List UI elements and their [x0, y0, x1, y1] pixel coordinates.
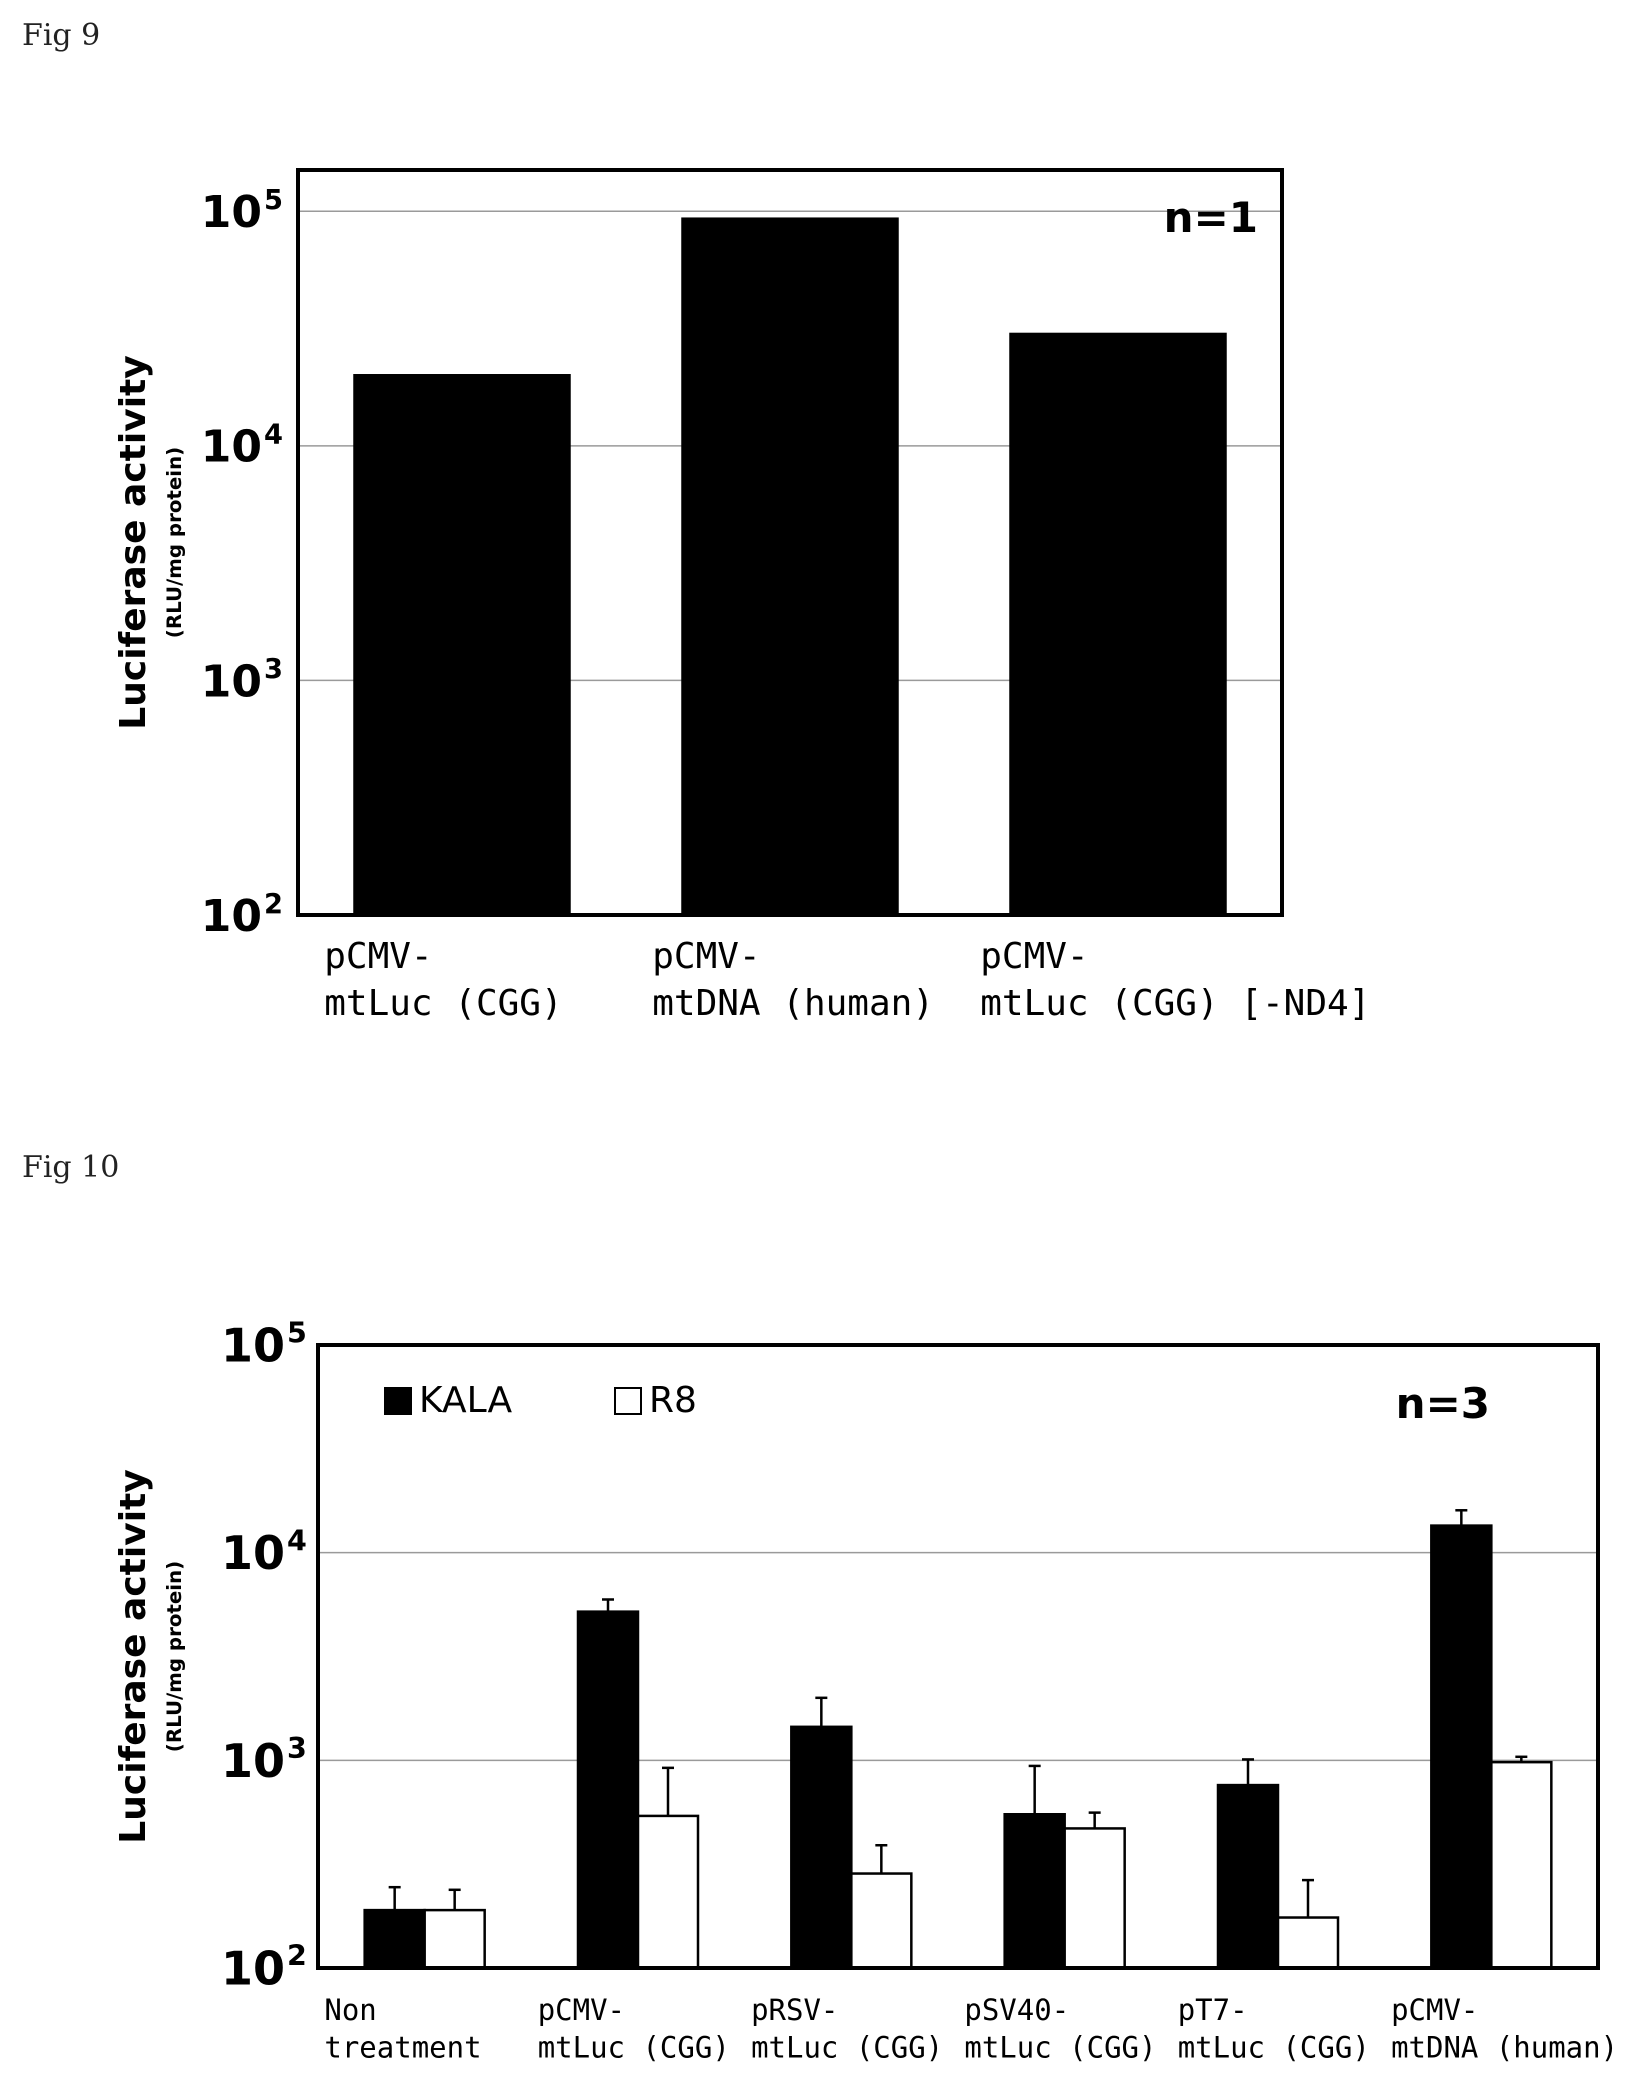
y-tick-label: 10 2	[201, 889, 283, 942]
bar	[423, 1908, 486, 1970]
y-tick-base: 10	[201, 422, 262, 473]
x-category-label: pCMV-	[652, 936, 760, 977]
y-tick-exponent: 4	[287, 1524, 307, 1557]
y-tick-base: 10	[201, 656, 262, 707]
x-category-label: treatment	[324, 2031, 481, 2065]
y-axis-title: Luciferase activity (RLU/mg protein)	[113, 1469, 186, 1843]
x-category-label: mtLuc (CGG)	[538, 2031, 730, 2065]
x-category-label: pCMV-	[324, 936, 432, 977]
plot-frame	[296, 168, 1284, 917]
bar	[576, 1610, 640, 1970]
x-category-label: pRSV-	[751, 1993, 838, 2027]
bar	[363, 1908, 426, 1970]
y-tick-exponent: 5	[264, 185, 283, 216]
y-axis-label: Luciferase activity	[113, 355, 154, 729]
x-category-label: mtDNA (human)	[652, 983, 934, 1024]
bar	[636, 1814, 700, 1970]
bar	[1216, 1783, 1280, 1970]
y-tick-label: 10 4	[221, 1524, 307, 1580]
y-tick-exponent: 2	[264, 889, 283, 920]
x-category-label: pT7-	[1178, 1993, 1248, 2027]
x-category-label: pCMV-	[1391, 1993, 1478, 2027]
x-category-label: pSV40-	[964, 1993, 1069, 2027]
y-tick-label: 10 5	[221, 1317, 307, 1373]
x-category-label: mtLuc (CGG)	[964, 2031, 1156, 2065]
bar	[1009, 332, 1227, 917]
y-tick-base: 10	[221, 1319, 285, 1373]
y-tick-label: 10 3	[221, 1732, 307, 1788]
y-tick-exponent: 4	[264, 420, 283, 451]
y-tick-label: 10 2	[221, 1940, 307, 1996]
y-axis-label: Luciferase activity	[113, 1469, 154, 1843]
sample-size-annotation: n=3	[1396, 1379, 1490, 1428]
bar	[1276, 1916, 1340, 1970]
legend-label: R8	[649, 1380, 697, 1421]
y-tick-exponent: 2	[287, 1940, 307, 1973]
x-category-label: pCMV-	[538, 1993, 625, 2027]
y-tick-base: 10	[221, 1942, 285, 1996]
y-axis-title: Luciferase activity (RLU/mg protein)	[113, 355, 186, 729]
plot-frame	[316, 1343, 1600, 1970]
figure-10-label: Fig 10	[22, 1150, 120, 1185]
legend-swatch	[614, 1387, 642, 1415]
y-tick-base: 10	[221, 1526, 285, 1580]
y-tick-base: 10	[221, 1734, 285, 1788]
bar	[790, 1725, 853, 1970]
y-axis-unit: (RLU/mg protein)	[163, 1561, 186, 1752]
sample-size-annotation: n=1	[1164, 193, 1258, 242]
bar	[1003, 1813, 1066, 1970]
x-category-label: mtLuc (CGG)	[1178, 2031, 1370, 2065]
legend-swatch	[384, 1387, 412, 1415]
legend-label: KALA	[419, 1380, 512, 1421]
bar	[850, 1872, 913, 1970]
y-tick-exponent: 3	[264, 654, 283, 685]
bar	[1430, 1524, 1493, 1970]
bar	[1063, 1827, 1126, 1970]
figure-9-label: Fig 9	[22, 18, 101, 53]
x-category-label: mtLuc (CGG)	[324, 983, 562, 1024]
y-axis-unit: (RLU/mg protein)	[163, 447, 186, 638]
x-category-label: pCMV-	[980, 936, 1088, 977]
x-category-label: Non	[324, 1993, 376, 2027]
x-category-label: mtDNA (human)	[1391, 2031, 1618, 2065]
y-tick-label: 10 5	[201, 185, 283, 238]
y-tick-base: 10	[201, 891, 262, 942]
x-category-label: mtLuc (CGG)	[751, 2031, 943, 2065]
y-tick-exponent: 3	[287, 1732, 307, 1765]
y-tick-label: 10 4	[201, 420, 283, 473]
y-tick-label: 10 3	[201, 654, 283, 707]
bar	[353, 374, 571, 917]
bar	[1490, 1760, 1553, 1970]
y-tick-exponent: 5	[287, 1317, 307, 1350]
x-category-label: mtLuc (CGG) [-ND4]	[980, 983, 1370, 1024]
y-tick-base: 10	[201, 187, 262, 238]
